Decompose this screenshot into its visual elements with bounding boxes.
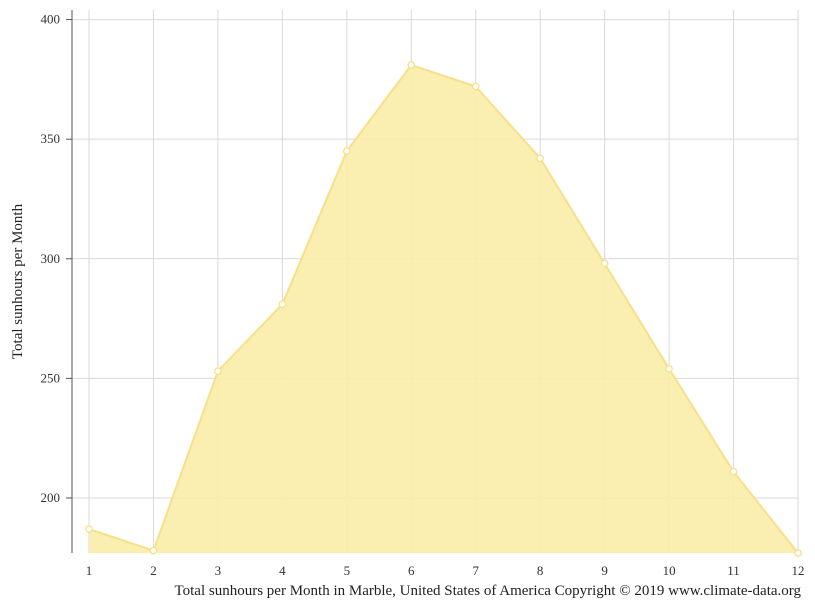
y-tick-label: 200 — [41, 490, 61, 505]
x-tick-label: 3 — [215, 563, 222, 578]
data-point — [729, 467, 738, 476]
x-tick-label: 9 — [601, 563, 608, 578]
data-points — [85, 61, 802, 557]
x-tick-label: 10 — [663, 563, 676, 578]
data-point — [214, 367, 222, 376]
x-axis-ticks: 1 2 3 4 5 6 7 8 9 10 11 12 — [86, 563, 805, 578]
data-point — [342, 147, 351, 155]
data-point — [278, 300, 287, 309]
data-point — [794, 549, 802, 557]
y-tick-label: 400 — [41, 12, 61, 27]
sunhours-line — [88, 63, 799, 554]
x-tick-label: 2 — [150, 563, 157, 578]
x-tick-label: 6 — [408, 563, 415, 578]
y-axis-title: Total sunhours per Month — [10, 203, 26, 359]
chart-caption: Total sunhours per Month in Marble, Unit… — [174, 583, 801, 599]
y-tick-label: 300 — [41, 251, 61, 266]
y-tick-label: 250 — [41, 370, 61, 385]
y-axis-ticks: 200 250 300 350 400 — [41, 12, 72, 505]
x-tick-label: 4 — [279, 563, 286, 578]
data-point — [85, 525, 93, 533]
data-point — [471, 82, 480, 91]
data-point — [536, 154, 545, 163]
y-tick-label: 350 — [41, 131, 61, 146]
data-point — [600, 259, 609, 268]
x-tick-label: 7 — [472, 563, 479, 578]
data-point — [149, 546, 158, 555]
x-tick-label: 12 — [792, 563, 805, 578]
x-tick-label: 5 — [344, 563, 351, 578]
data-point — [407, 61, 416, 69]
x-tick-label: 8 — [537, 563, 544, 578]
sunhours-area — [89, 65, 798, 553]
data-point — [665, 364, 673, 373]
x-tick-label: 1 — [86, 563, 93, 578]
x-tick-label: 11 — [727, 563, 740, 578]
